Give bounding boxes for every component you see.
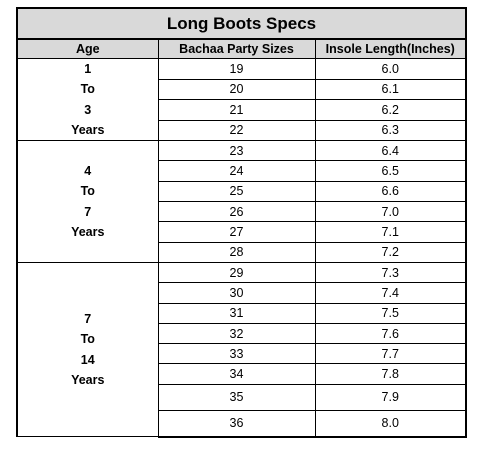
insole-cell: 7.0 xyxy=(314,201,467,223)
table-row: 36 8.0 xyxy=(17,409,467,438)
size-cell: 27 xyxy=(157,221,316,243)
insole-cell: 7.2 xyxy=(314,241,467,263)
size-cell: 28 xyxy=(157,241,316,263)
age-group-line: 14 xyxy=(80,352,95,367)
table-row: 4 To 7 Years 23 6.4 xyxy=(16,140,467,263)
age-header: Age xyxy=(16,38,159,59)
age-group-line: 1 xyxy=(84,62,92,76)
table-row: 7 To 14 Years 29 7.3 xyxy=(16,261,467,438)
size-cell: 20 xyxy=(157,78,316,101)
table-row: 34 7.8 xyxy=(17,363,467,385)
size-cell: 22 xyxy=(157,119,316,142)
age-group-line: To xyxy=(80,82,95,97)
size-header: Bachaa Party Sizes xyxy=(157,38,316,59)
age-group-line: 7 xyxy=(84,312,92,327)
table-row: 30 7.4 xyxy=(17,282,467,304)
insole-cell: 6.6 xyxy=(314,180,467,203)
table-row: 35 7.9 xyxy=(17,383,467,411)
specs-table: Long Boots Specs Age Bachaa Party Sizes … xyxy=(16,7,467,438)
table-row: 22 6.3 xyxy=(17,119,467,142)
insole-cell: 7.1 xyxy=(314,221,467,243)
size-cell: 32 xyxy=(157,322,316,345)
insole-cell: 6.3 xyxy=(314,119,467,142)
insole-cell: 6.2 xyxy=(314,99,467,121)
table-row: 1 To 3 Years 19 6.0 xyxy=(16,57,467,142)
size-cell: 23 xyxy=(157,140,316,162)
age-group-line: To xyxy=(80,184,95,199)
insole-cell: 7.6 xyxy=(314,322,467,345)
age-group-cell: 7 To 14 Years xyxy=(16,261,159,438)
insole-cell: 6.0 xyxy=(314,58,467,80)
insole-cell: 7.5 xyxy=(314,302,467,324)
age-group-line: 7 xyxy=(84,204,92,219)
size-cell: 21 xyxy=(157,99,316,121)
size-cell: 36 xyxy=(157,409,316,438)
insole-cell: 7.3 xyxy=(314,261,467,284)
size-cell: 25 xyxy=(157,180,316,203)
age-group-line: 4 xyxy=(84,163,92,178)
size-cell: 26 xyxy=(157,201,316,223)
insole-cell: 6.4 xyxy=(314,140,467,162)
size-chart: Long Boots Specs Age Bachaa Party Sizes … xyxy=(16,7,467,438)
size-cell: 34 xyxy=(157,363,316,385)
size-cell: 29 xyxy=(157,261,316,284)
insole-header: Insole Length(Inches) xyxy=(314,38,467,59)
size-cell: 35 xyxy=(157,383,316,411)
size-cell: 30 xyxy=(157,282,316,304)
insole-cell: 7.9 xyxy=(314,383,467,411)
age-group-line: To xyxy=(80,332,95,347)
age-group-cell: 1 To 3 Years xyxy=(16,57,159,142)
table-row: 27 7.1 xyxy=(17,221,467,243)
age-group-line: Years xyxy=(71,224,105,239)
age-group-line: Years xyxy=(71,122,105,137)
table-row: 32 7.6 xyxy=(17,322,467,345)
size-cell: 31 xyxy=(157,302,316,324)
size-cell: 24 xyxy=(157,160,316,182)
insole-cell: 8.0 xyxy=(314,409,467,438)
size-cell: 19 xyxy=(157,58,316,80)
table-body: 1 To 3 Years 19 6.0 20 6.1 21 6.2 22 6.3 4 To 7 Years 23… xyxy=(16,57,467,438)
table-title: Long Boots Specs xyxy=(16,7,467,40)
insole-cell: 6.1 xyxy=(314,78,467,101)
insole-cell: 7.7 xyxy=(314,343,467,365)
age-group-cell: 4 To 7 Years xyxy=(16,140,159,263)
age-group-line: Years xyxy=(71,372,105,387)
table-row: 28 7.2 xyxy=(17,241,467,263)
table-row: 31 7.5 xyxy=(17,302,467,324)
insole-cell: 7.8 xyxy=(314,363,467,385)
table-row: 25 6.6 xyxy=(17,180,467,203)
insole-cell: 6.5 xyxy=(314,160,467,182)
age-group-line: 3 xyxy=(84,102,92,117)
size-cell: 33 xyxy=(157,343,316,365)
insole-cell: 7.4 xyxy=(314,282,467,304)
